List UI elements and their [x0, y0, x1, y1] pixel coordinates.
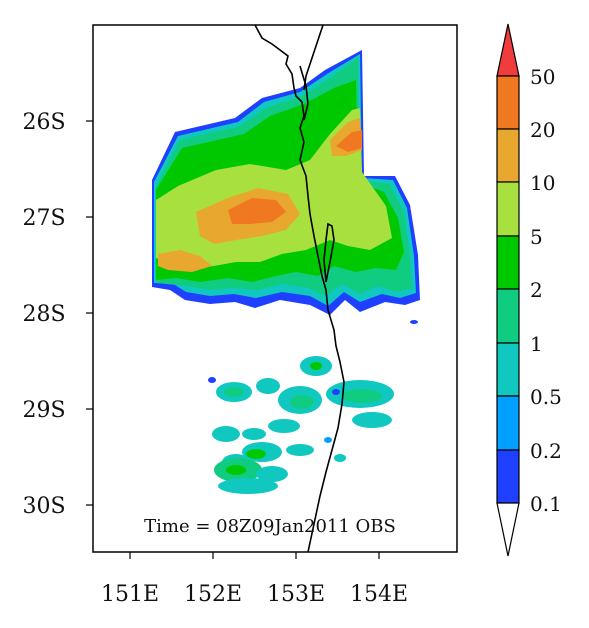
colorbar-label: 1	[530, 332, 543, 356]
colorbar-label: 0.1	[530, 492, 562, 516]
rainfall-field	[152, 50, 420, 494]
lat-tick-label: 27S	[22, 206, 65, 231]
colorbar-swatch-2-5	[496, 235, 520, 290]
colorbar-swatch-10-20	[496, 128, 520, 183]
lon-tick-label: 152E	[184, 582, 242, 607]
colorbar-bottom-triangle	[496, 502, 520, 557]
lon-tick-label: 154E	[350, 582, 408, 607]
rain-region-10b	[158, 250, 212, 272]
lon-tick-label: 151E	[101, 582, 159, 607]
colorbar-swatch-0-1-0-2	[496, 449, 520, 504]
southern-rain-cells	[208, 320, 418, 494]
colorbar-label: 5	[530, 225, 543, 249]
colorbar-swatch-0-2-0-5	[496, 395, 520, 451]
colorbar-label: 2	[530, 278, 543, 302]
colorbar-label: 10	[530, 171, 555, 195]
colorbar-label: 0.2	[530, 439, 562, 463]
colorbar-top-triangle	[496, 23, 520, 77]
colorbar-label: 0.5	[530, 385, 562, 409]
rain-region-20	[228, 198, 286, 224]
lat-tick-label: 28S	[22, 302, 65, 327]
coastline	[254, 24, 345, 553]
lon-axis: 151E 152E 153E 154E	[101, 552, 408, 607]
lat-tick-label: 30S	[22, 494, 65, 519]
map-frame	[92, 24, 458, 553]
lat-tick-label: 26S	[22, 110, 65, 135]
colorbar-swatch-1-2	[496, 288, 520, 344]
lon-tick-label: 153E	[267, 582, 325, 607]
colorbar-label: 50	[530, 65, 555, 89]
colorbar-swatch-5-10	[496, 181, 520, 237]
colorbar-swatch-20-50	[496, 75, 520, 130]
colorbar-swatch-0-5-1	[496, 342, 520, 397]
colorbar-label: 20	[530, 118, 555, 142]
lat-axis: 26S 27S 28S 29S 30S	[22, 110, 93, 519]
colorbar: 50 20 10 5 2 1 0.5 0.2 0.1	[496, 23, 562, 557]
time-annotation: Time = 08Z09Jan2011 OBS	[144, 516, 396, 537]
rain-region-20b	[336, 130, 362, 152]
lat-tick-label: 29S	[22, 398, 65, 423]
